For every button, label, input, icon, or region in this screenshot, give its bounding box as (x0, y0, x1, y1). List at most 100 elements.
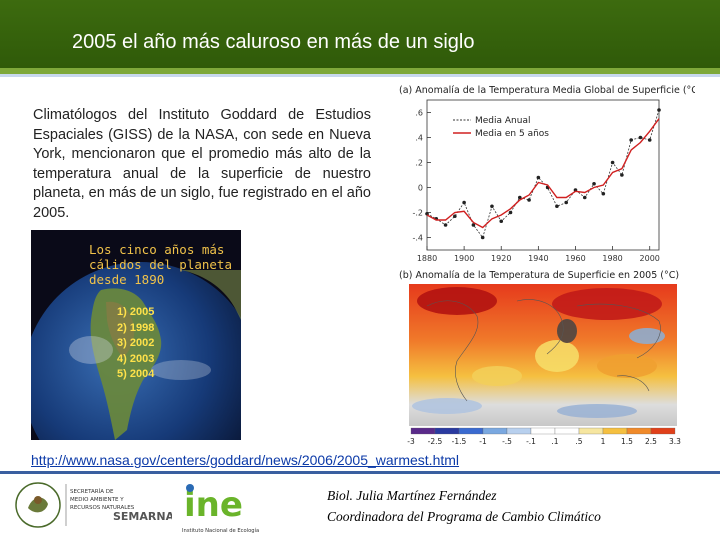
x-tick-label: 1960 (565, 254, 585, 263)
annual-mean-point (499, 219, 504, 224)
chart-a-title: (a) Anomalía de la Temperatura Media Glo… (399, 85, 695, 96)
five-year-mean-line (426, 118, 660, 229)
annual-mean-point (471, 223, 476, 227)
colorbar-tick-label: 1 (601, 437, 606, 446)
colorbar-segment (530, 427, 556, 435)
annual-mean-point (453, 214, 457, 219)
annual-mean-point (480, 235, 485, 240)
annual-mean-point (508, 210, 513, 215)
globe-heading-line: cálidos del planeta (89, 257, 232, 272)
semarnat-text-line: RECURSOS NATURALES (70, 505, 135, 511)
annual-mean-point (582, 195, 587, 200)
x-tick-label: 1920 (491, 254, 511, 263)
colorbar-tick-label: .5 (575, 437, 582, 446)
x-tick-label: 1980 (602, 254, 622, 263)
annual-mean-point (610, 160, 615, 165)
ine-mark: ine (184, 485, 243, 525)
colorbar-segment (434, 427, 460, 435)
colorbar-tick-label: 2.5 (645, 437, 657, 446)
colorbar-tick-label: 3.3 (669, 437, 681, 446)
annual-mean-point (601, 191, 606, 196)
map-anomaly-patches (412, 287, 665, 418)
legend-label: Media en 5 años (475, 129, 549, 139)
annual-mean-point (527, 198, 531, 202)
header-divider (0, 74, 720, 77)
globe-heading-line: desde 1890 (89, 272, 165, 287)
footer-divider (0, 471, 720, 474)
y-tick-label: .4 (415, 134, 423, 143)
chart-b-title: (b) Anomalía de la Temperatura de Superf… (399, 270, 679, 281)
temperature-anomaly-chart: (a) Anomalía de la Temperatura Media Glo… (399, 85, 695, 263)
slide-title: 2005 el año más caluroso en más de un si… (72, 31, 475, 53)
annual-mean-point (425, 211, 429, 216)
colorbar-segment (650, 427, 676, 435)
annual-mean-point (555, 204, 559, 209)
colorbar-tick-label: -1 (479, 437, 487, 446)
colorbar-segment (554, 427, 580, 435)
header-band (0, 0, 720, 68)
header-stripe (0, 68, 720, 74)
colorbar-segment (506, 427, 532, 435)
colorbar-tick-label: -.5 (502, 437, 512, 446)
colorbar-tick-label: -1.5 (452, 437, 467, 446)
colorbar-tick-label: -2.5 (428, 437, 443, 446)
annual-mean-point (462, 200, 466, 205)
legend-label: Media Anual (475, 116, 530, 126)
list-item: 5) 2004 (117, 368, 155, 380)
colorbar-segment (458, 427, 484, 435)
annual-mean-point (536, 175, 541, 180)
colorbar-tick-label: -3 (407, 437, 415, 446)
globe-earth-graphic (31, 262, 241, 440)
map-colorbar: -3 -2.5 -1.5 -1 -.5 -.1 .1 .5 1 1.5 2.5 3.3 (407, 427, 681, 446)
semarnat-brand: SEMARNAT (113, 510, 172, 523)
annual-mean-point (490, 204, 494, 209)
annual-mean-point (620, 173, 624, 177)
annual-mean-point (518, 195, 522, 200)
globe-image: Los cinco años más cálidos del planeta d… (31, 230, 241, 440)
globe-heading-line: Los cinco años más (89, 242, 225, 257)
author-block: Biol. Julia Martínez Fernández Coordinad… (327, 485, 601, 527)
source-link[interactable]: http://www.nasa.gov/centers/goddard/news… (31, 452, 460, 468)
annual-mean-point (657, 108, 661, 112)
annual-mean-point (592, 181, 596, 186)
semarnat-text-line: SECRETARÍA DE (70, 488, 114, 495)
list-item: 3) 2002 (117, 337, 155, 349)
colorbar-tick-label: -.1 (526, 437, 536, 446)
temperature-anomaly-map: (b) Anomalía de la Temperatura de Superf… (399, 270, 681, 446)
annual-mean-point (564, 200, 568, 205)
list-item: 1) 2005 (117, 306, 155, 318)
colorbar-segment (410, 427, 436, 435)
list-item: 2) 1998 (117, 321, 155, 334)
ine-caption: Instituto Nacional de Ecología (182, 527, 259, 534)
x-tick-label: 1900 (454, 254, 474, 263)
annual-mean-point (638, 135, 643, 140)
author-role: Coordinadora del Programa de Cambio Clim… (327, 509, 601, 524)
x-tick-label: 2000 (640, 254, 660, 263)
map-coastlines (426, 299, 661, 402)
colorbar-tick-label: 1.5 (621, 437, 633, 446)
y-tick-label: .2 (415, 159, 423, 168)
colorbar-tick-label: .1 (551, 437, 558, 446)
y-tick-label: .6 (415, 109, 423, 118)
y-tick-label: 0 (418, 184, 423, 193)
x-tick-label: 1940 (528, 254, 548, 263)
author-name: Biol. Julia Martínez Fernández (327, 488, 497, 503)
y-tick-label: -.4 (412, 234, 423, 243)
annual-mean-point (629, 138, 633, 142)
colorbar-segment (626, 427, 652, 435)
colorbar-segment (482, 427, 508, 435)
semarnat-logo: SECRETARÍA DE MEDIO AMBIENTE Y RECURSOS … (15, 482, 172, 528)
annual-mean-point (647, 138, 652, 142)
body-paragraph: Climatólogos del Instituto Goddard de Es… (33, 107, 371, 221)
chart-a-plot-area (426, 99, 660, 251)
x-tick-label: 1880 (417, 254, 437, 263)
warmest-years-list: 1) 2005 2) 1998 3) 2002 4) 2003 5) 2004 (117, 305, 154, 383)
colorbar-segment (578, 427, 604, 435)
semarnat-text-line: MEDIO AMBIENTE Y (70, 497, 124, 503)
list-item: 4) 2003 (117, 352, 155, 365)
globe-heading: Los cinco años más cálidos del planeta d… (89, 242, 232, 287)
ine-logo: ine Instituto Nacional de Ecología (182, 484, 259, 534)
annual-mean-point (443, 223, 448, 227)
colorbar-segment (602, 427, 628, 435)
y-tick-label: -.2 (412, 209, 423, 218)
